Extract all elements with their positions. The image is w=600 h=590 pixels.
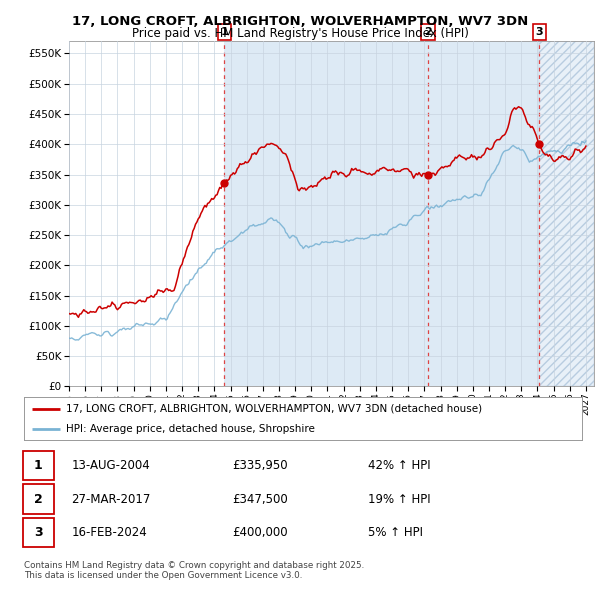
Text: 19% ↑ HPI: 19% ↑ HPI bbox=[368, 493, 430, 506]
Text: 42% ↑ HPI: 42% ↑ HPI bbox=[368, 459, 430, 472]
Text: 13-AUG-2004: 13-AUG-2004 bbox=[71, 459, 151, 472]
FancyBboxPatch shape bbox=[23, 518, 53, 548]
Text: 5% ↑ HPI: 5% ↑ HPI bbox=[368, 526, 422, 539]
Text: 2: 2 bbox=[424, 27, 432, 37]
Text: 27-MAR-2017: 27-MAR-2017 bbox=[71, 493, 151, 506]
Text: Price paid vs. HM Land Registry's House Price Index (HPI): Price paid vs. HM Land Registry's House … bbox=[131, 27, 469, 40]
Text: 17, LONG CROFT, ALBRIGHTON, WOLVERHAMPTON, WV7 3DN (detached house): 17, LONG CROFT, ALBRIGHTON, WOLVERHAMPTO… bbox=[66, 404, 482, 414]
Text: 17, LONG CROFT, ALBRIGHTON, WOLVERHAMPTON, WV7 3DN: 17, LONG CROFT, ALBRIGHTON, WOLVERHAMPTO… bbox=[72, 15, 528, 28]
Text: 1: 1 bbox=[34, 459, 43, 472]
Text: 3: 3 bbox=[34, 526, 43, 539]
Text: £400,000: £400,000 bbox=[232, 526, 288, 539]
Text: Contains HM Land Registry data © Crown copyright and database right 2025.
This d: Contains HM Land Registry data © Crown c… bbox=[24, 560, 364, 580]
Text: £335,950: £335,950 bbox=[232, 459, 288, 472]
Text: 3: 3 bbox=[536, 27, 543, 37]
Text: £347,500: £347,500 bbox=[232, 493, 288, 506]
FancyBboxPatch shape bbox=[23, 451, 53, 480]
Text: 1: 1 bbox=[221, 27, 228, 37]
Bar bbox=[539, 41, 594, 386]
Bar bbox=[224, 41, 539, 386]
Text: 16-FEB-2024: 16-FEB-2024 bbox=[71, 526, 148, 539]
FancyBboxPatch shape bbox=[23, 484, 53, 514]
Text: 2: 2 bbox=[34, 493, 43, 506]
Text: HPI: Average price, detached house, Shropshire: HPI: Average price, detached house, Shro… bbox=[66, 424, 315, 434]
